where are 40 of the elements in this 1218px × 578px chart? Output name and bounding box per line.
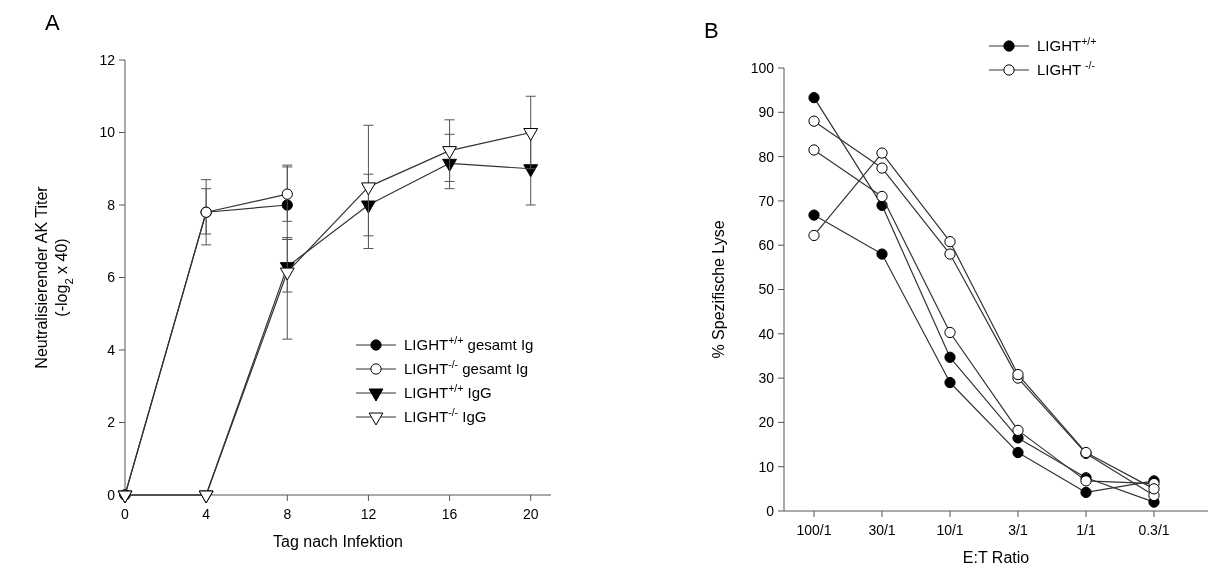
y-tick-label: 2 (107, 414, 116, 431)
x-tick-label: 4 (202, 506, 211, 522)
x-tick-label: 8 (283, 506, 292, 522)
y-tick-label: 60 (758, 237, 775, 254)
y-tick-label: 8 (107, 196, 116, 213)
x-axis-title: Tag nach Infektion (273, 533, 403, 550)
y-tick-label: 50 (758, 281, 775, 298)
y-tick-label: 40 (758, 325, 775, 342)
y-tick-label: 80 (758, 148, 775, 165)
y-tick-label: 10 (99, 124, 116, 141)
y-tick-label: 100 (750, 59, 775, 76)
x-tick-label: 0.3/1 (1138, 522, 1170, 538)
x-tick-label: 0 (121, 506, 130, 522)
x-tick-label: 3/1 (1008, 522, 1028, 538)
y-tick-label: 10 (758, 458, 775, 475)
legend-label: LIGHT$^{+/+}$ IgG (404, 382, 492, 402)
chart-title: B (704, 18, 719, 43)
legend-label: LIGHT$^{-/-}$ IgG (404, 406, 487, 426)
x-tick-label: 10/1 (936, 522, 964, 538)
x-axis-title: E:T Ratio (962, 549, 1030, 566)
x-tick-label: 20 (522, 506, 539, 522)
y-tick-label: 0 (107, 486, 116, 503)
legend-label: LIGHT $^{-/-}$ (1037, 59, 1096, 79)
y-tick-label: 20 (758, 414, 775, 431)
y-tick-label: 6 (107, 269, 116, 286)
legend-label: LIGHT$^{-/-}$ gesamt Ig (404, 358, 529, 378)
x-tick-label: 16 (441, 506, 458, 522)
y-tick-label: 4 (107, 341, 116, 358)
legend-label: LIGHT$^{+/+}$ gesamt Ig (404, 334, 534, 354)
x-tick-label: 12 (360, 506, 377, 522)
y-axis-title: % Spezifische Lyse (710, 220, 727, 359)
x-tick-label: 1/1 (1076, 522, 1096, 538)
legend-label: LIGHT$^{+/+}$ (1037, 35, 1097, 55)
y-tick-label: 90 (758, 104, 775, 121)
y-tick-label: 12 (99, 51, 116, 68)
x-tick-label: 30/1 (868, 522, 896, 538)
y-tick-label: 70 (758, 192, 775, 209)
chart-title: A (45, 10, 60, 35)
y-tick-label: 30 (758, 370, 775, 386)
x-tick-label: 100/1 (796, 522, 832, 538)
